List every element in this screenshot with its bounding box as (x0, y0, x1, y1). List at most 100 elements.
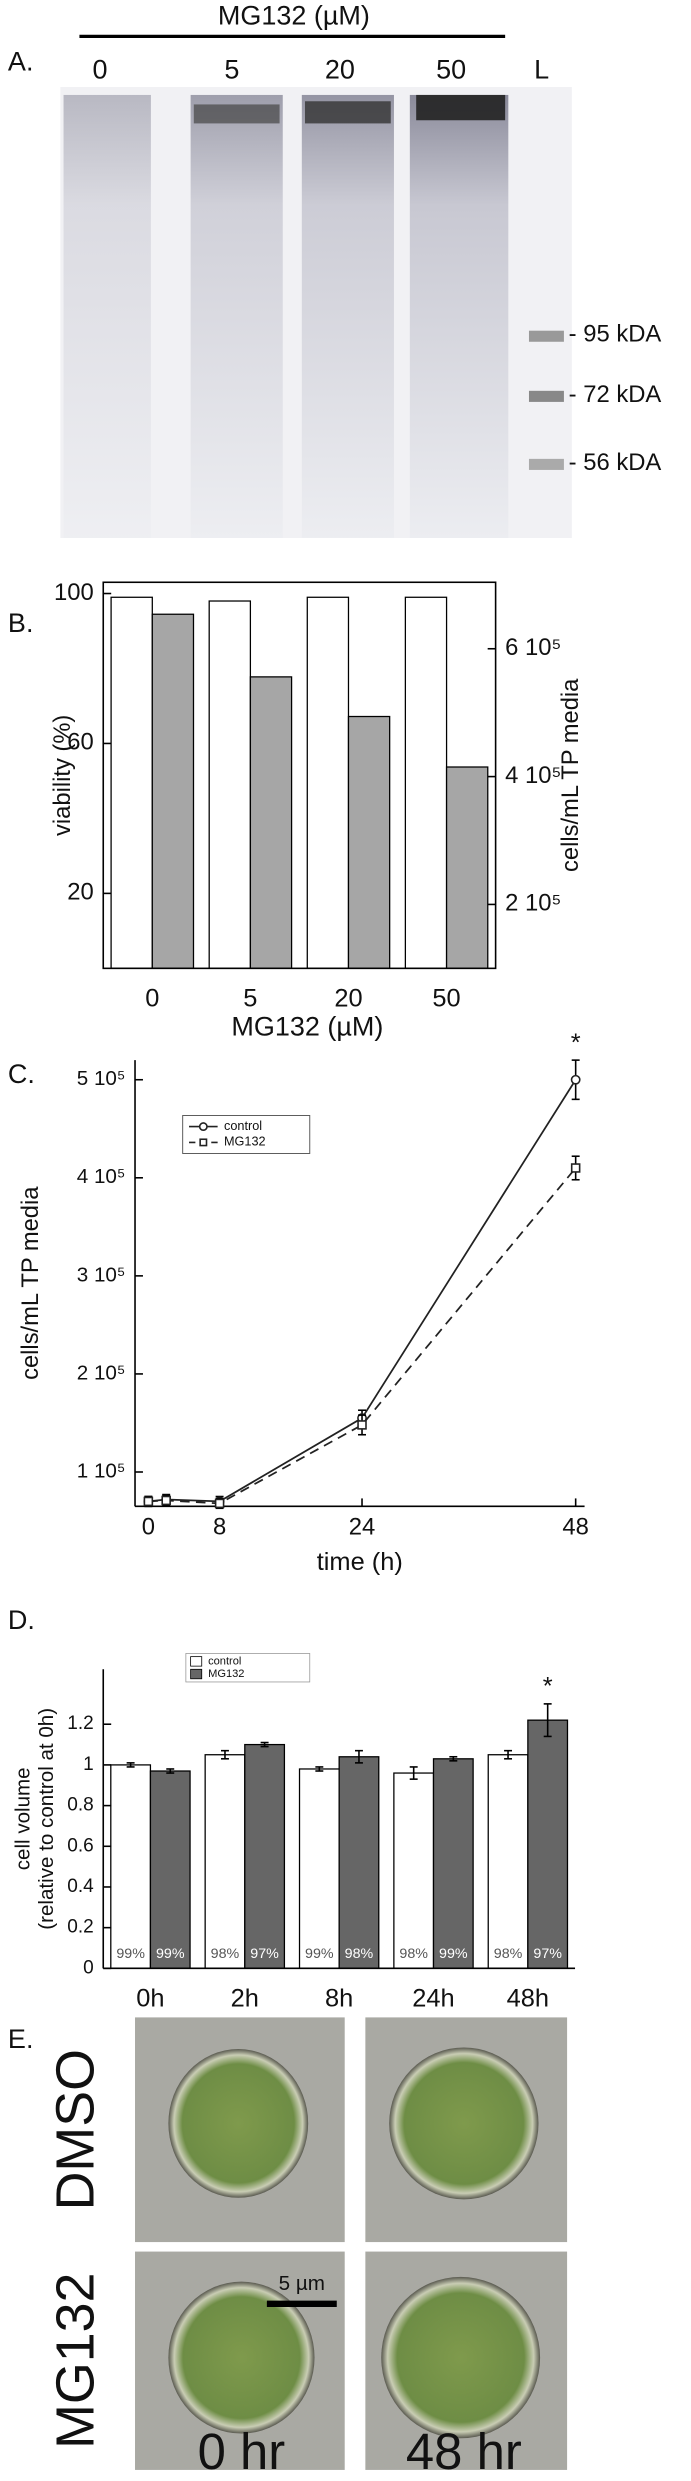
x-tick-label: 0h (136, 1985, 164, 2013)
bar (347, 715, 391, 969)
y-axis-label: cells/mL TP media (17, 1186, 44, 1380)
lane (190, 94, 283, 538)
bar (404, 596, 448, 969)
panel-e: E. 5 µm DMSO MG132 0 hr 48 hr (8, 2017, 568, 2480)
y-axis-label: (relative to control at 0h) (35, 1708, 58, 1930)
legend-marker (199, 1138, 208, 1147)
column-label: 48 hr (406, 2423, 522, 2480)
y-tick-label: 2 10⁵ (77, 1361, 126, 1384)
legend-label: control (224, 1119, 262, 1133)
point (570, 1074, 581, 1085)
y-tick-label: 2 10⁵ (505, 890, 561, 917)
bar-label: 99% (116, 1946, 145, 1962)
bar (204, 1754, 246, 1969)
ladder-band (528, 458, 564, 470)
bar-label: 97% (250, 1946, 279, 1962)
y-tick-label: 4 10⁵ (505, 762, 561, 789)
annotation: * (571, 1029, 581, 1057)
panel-label: D. (8, 1605, 35, 1635)
legend-swatch (190, 1656, 203, 1667)
lane-label: 20 (325, 54, 355, 84)
x-tick-label: 20 (334, 985, 362, 1013)
y2-axis-label: cells/mL TP media (557, 678, 584, 872)
point (161, 1495, 171, 1506)
x-axis-label: MG132 (µM) (231, 1012, 383, 1042)
lane-label: L (534, 54, 549, 84)
point (143, 1496, 154, 1507)
y-tick-label: 1 (83, 1754, 94, 1775)
legend-box (185, 1653, 311, 1683)
x-tick-label: 48 (562, 1514, 588, 1541)
bar-label: 98% (211, 1946, 240, 1962)
lane-label: 50 (436, 54, 466, 84)
legend-label: MG132 (208, 1668, 244, 1680)
ladder-band (528, 390, 564, 402)
x-axis-label: time (h) (317, 1548, 403, 1576)
x-tick-label: 50 (432, 985, 460, 1013)
lane-label: 0 (93, 54, 108, 84)
column-label: 0 hr (198, 2423, 286, 2480)
bar (432, 1758, 474, 1969)
lane (63, 94, 151, 538)
point (214, 1498, 225, 1509)
x-tick-label: 0 (145, 985, 159, 1013)
band (304, 101, 391, 124)
y-tick-label: 60 (67, 729, 93, 756)
row-label: DMSO (46, 2049, 106, 2210)
legend-label: control (208, 1655, 241, 1667)
y-tick-label: 0.4 (67, 1876, 94, 1897)
y-tick-label: 6 10⁵ (505, 634, 561, 661)
panel-label: B. (8, 608, 34, 638)
row-label: MG132 (46, 2273, 106, 2449)
x-tick-label: 24 (349, 1514, 375, 1541)
band (416, 94, 506, 121)
cell (389, 2047, 539, 2200)
point (570, 1163, 581, 1173)
bar (487, 1754, 529, 1969)
bar (306, 596, 350, 969)
y-tick-label: 1.2 (67, 1713, 93, 1734)
scale-label: 5 µm (279, 2272, 325, 2295)
bar (393, 1772, 435, 1969)
y-axis-label: cell volume (11, 1767, 34, 1870)
y-tick-label: 1 10⁵ (77, 1459, 126, 1482)
bar (151, 613, 195, 969)
bar (527, 1719, 569, 1969)
panel-label: A. (8, 46, 34, 76)
bar (244, 1743, 286, 1969)
bar-label: 98% (494, 1946, 523, 1962)
legend-box (182, 1115, 311, 1154)
panel-label: C. (8, 1059, 35, 1089)
lane (409, 94, 509, 538)
cell (381, 2276, 541, 2439)
y-tick-label: 20 (67, 879, 93, 906)
x-tick-label: 8h (325, 1985, 353, 2013)
y-tick-label: 0.8 (67, 1795, 93, 1816)
x-tick-label: 2h (231, 1985, 259, 2013)
line (148, 1167, 577, 1505)
cell (168, 2049, 309, 2198)
y-tick-label: 0 (83, 1957, 94, 1978)
bar (338, 1756, 380, 1969)
legend-label: MG132 (224, 1135, 266, 1149)
bar-label: 99% (305, 1946, 334, 1962)
annotation: * (543, 1673, 553, 1701)
y-tick-label: 0.2 (67, 1917, 93, 1938)
y-tick-label: 0.6 (67, 1835, 93, 1856)
point (357, 1420, 367, 1430)
gel-title: MG132 (µM) (218, 1, 370, 31)
legend-marker (198, 1122, 208, 1132)
cell (168, 2281, 315, 2434)
bar-label: 97% (533, 1946, 562, 1962)
lane (301, 94, 394, 538)
y-tick-label: 5 10⁵ (77, 1067, 126, 1090)
x-tick-label: 8 (213, 1514, 226, 1541)
lane-label: 5 (224, 54, 239, 84)
marker-label: - 72 kDA (569, 381, 662, 408)
y-tick-label: 4 10⁵ (77, 1165, 126, 1188)
band (193, 104, 280, 124)
bar (249, 676, 293, 969)
x-tick-label: 48h (507, 1985, 549, 2013)
panel-label: E. (8, 2024, 34, 2054)
